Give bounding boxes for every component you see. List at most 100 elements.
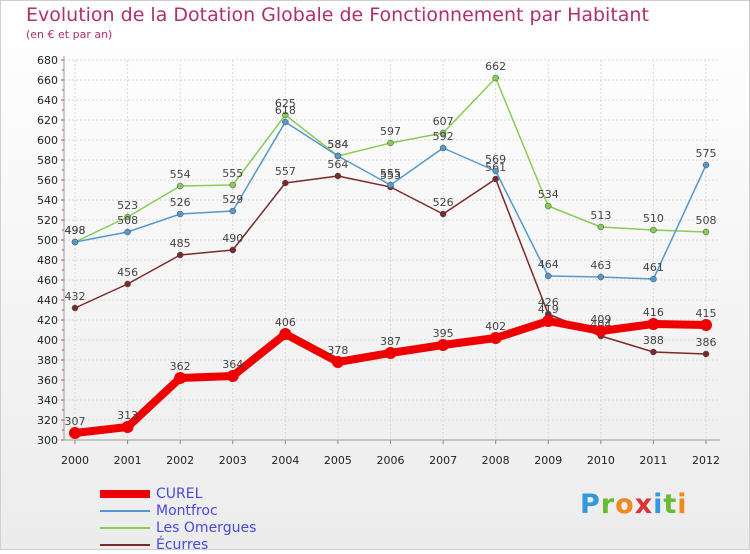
legend-swatch-ecurres (100, 544, 150, 546)
y-tick-label: 600 (37, 134, 58, 147)
data-label-curel: 402 (485, 320, 506, 333)
data-label-les-omergues: 597 (380, 125, 401, 138)
chart-title: Evolution de la Dotation Globale de Fonc… (26, 4, 649, 26)
data-label-curel: 409 (590, 313, 611, 326)
data-point-ecurres (229, 246, 236, 254)
x-tick-label: 2001 (114, 454, 142, 467)
data-label-curel: 406 (275, 316, 296, 329)
legend-item-les-omergues: Les Omergues (100, 520, 320, 537)
data-point-ecurres (282, 179, 289, 187)
data-point-les-omergues (176, 182, 184, 190)
data-point-ecurres (702, 350, 710, 358)
y-tick-label: 660 (37, 74, 58, 87)
data-point-les-omergues (387, 139, 394, 147)
y-tick-label: 340 (37, 394, 58, 407)
data-label-les-omergues: 625 (275, 97, 296, 110)
data-label-montfroc: 529 (222, 193, 243, 206)
data-label-curel: 307 (65, 415, 86, 428)
y-tick-label: 640 (37, 94, 58, 107)
legend-item-montfroc: Montfroc (100, 503, 320, 520)
x-tick-label: 2011 (639, 454, 667, 467)
legend-label-ecurres: Écurres (156, 537, 209, 553)
data-point-curel (542, 315, 555, 327)
data-point-montfroc (650, 275, 657, 283)
y-tick-label: 580 (37, 154, 58, 167)
data-point-montfroc (176, 210, 184, 218)
data-label-curel: 387 (380, 335, 401, 348)
chart-subtitle: (en € et par an) (26, 28, 113, 41)
data-label-montfroc: 575 (696, 147, 717, 160)
data-label-les-omergues: 508 (696, 214, 717, 227)
y-tick-label: 540 (37, 194, 58, 207)
data-point-curel (121, 421, 134, 433)
data-point-montfroc (492, 167, 499, 175)
data-point-les-omergues (492, 74, 499, 82)
x-tick-label: 2000 (61, 454, 89, 467)
x-tick-label: 2002 (166, 454, 194, 467)
y-tick-label: 380 (37, 354, 58, 367)
data-point-ecurres (176, 251, 184, 259)
logo-letter: P (580, 489, 601, 520)
data-point-montfroc (597, 273, 605, 281)
data-point-ecurres (650, 348, 657, 356)
data-label-les-omergues: 498 (65, 224, 86, 237)
data-label-les-omergues: 607 (433, 115, 454, 128)
x-tick-label: 2010 (587, 454, 615, 467)
x-tick-label: 2012 (692, 454, 720, 467)
y-tick-label: 480 (37, 254, 58, 267)
y-tick-label: 460 (37, 274, 58, 287)
data-point-montfroc (334, 152, 342, 160)
data-point-curel (594, 325, 607, 337)
data-point-montfroc (229, 207, 236, 215)
legend-item-curel: CUREL (100, 486, 320, 503)
data-label-curel: 416 (643, 306, 664, 319)
data-point-curel (331, 356, 344, 368)
legend-swatch-montfroc (100, 510, 150, 512)
data-point-curel (384, 347, 397, 359)
data-point-montfroc (439, 144, 447, 152)
logo-letter: i (653, 489, 664, 520)
data-point-montfroc (282, 118, 289, 126)
data-label-les-omergues: 510 (643, 212, 664, 225)
data-label-ecurres: 490 (222, 232, 243, 245)
data-label-curel: 362 (170, 360, 191, 373)
x-tick-label: 2009 (534, 454, 562, 467)
legend-item-ecurres: Écurres (100, 537, 320, 554)
data-label-ecurres: 386 (696, 336, 717, 349)
x-tick-label: 2008 (482, 454, 510, 467)
data-label-curel: 378 (327, 344, 348, 357)
data-label-les-omergues: 513 (590, 209, 611, 222)
y-tick-label: 680 (37, 54, 58, 67)
data-label-curel: 395 (433, 327, 454, 340)
data-point-ecurres (334, 172, 342, 180)
y-tick-label: 360 (37, 374, 58, 387)
data-point-montfroc (124, 228, 131, 236)
data-point-les-omergues (650, 226, 657, 234)
data-label-les-omergues: 534 (538, 188, 559, 201)
data-label-curel: 415 (696, 307, 717, 320)
y-tick-label: 500 (37, 234, 58, 247)
data-label-montfroc: 592 (433, 130, 454, 143)
x-tick-label: 2006 (377, 454, 405, 467)
data-point-ecurres (439, 210, 447, 218)
data-point-les-omergues (439, 129, 447, 137)
data-point-curel (437, 339, 450, 351)
data-point-les-omergues (702, 228, 710, 236)
y-tick-label: 420 (37, 314, 58, 327)
y-tick-label: 440 (37, 294, 58, 307)
logo-letter: x (634, 489, 654, 520)
data-label-montfroc: 498 (65, 224, 86, 237)
x-tick-label: 2003 (219, 454, 247, 467)
x-tick-label: 2004 (271, 454, 299, 467)
data-label-curel: 313 (117, 409, 138, 422)
legend-label-montfroc: Montfroc (156, 503, 218, 519)
data-label-ecurres: 526 (433, 196, 454, 209)
x-tick-label: 2007 (429, 454, 457, 467)
data-label-ecurres: 564 (327, 158, 348, 171)
data-label-les-omergues: 523 (117, 199, 138, 212)
data-point-curel (700, 319, 712, 331)
data-label-montfroc: 584 (327, 138, 348, 151)
data-label-montfroc: 508 (117, 214, 138, 227)
